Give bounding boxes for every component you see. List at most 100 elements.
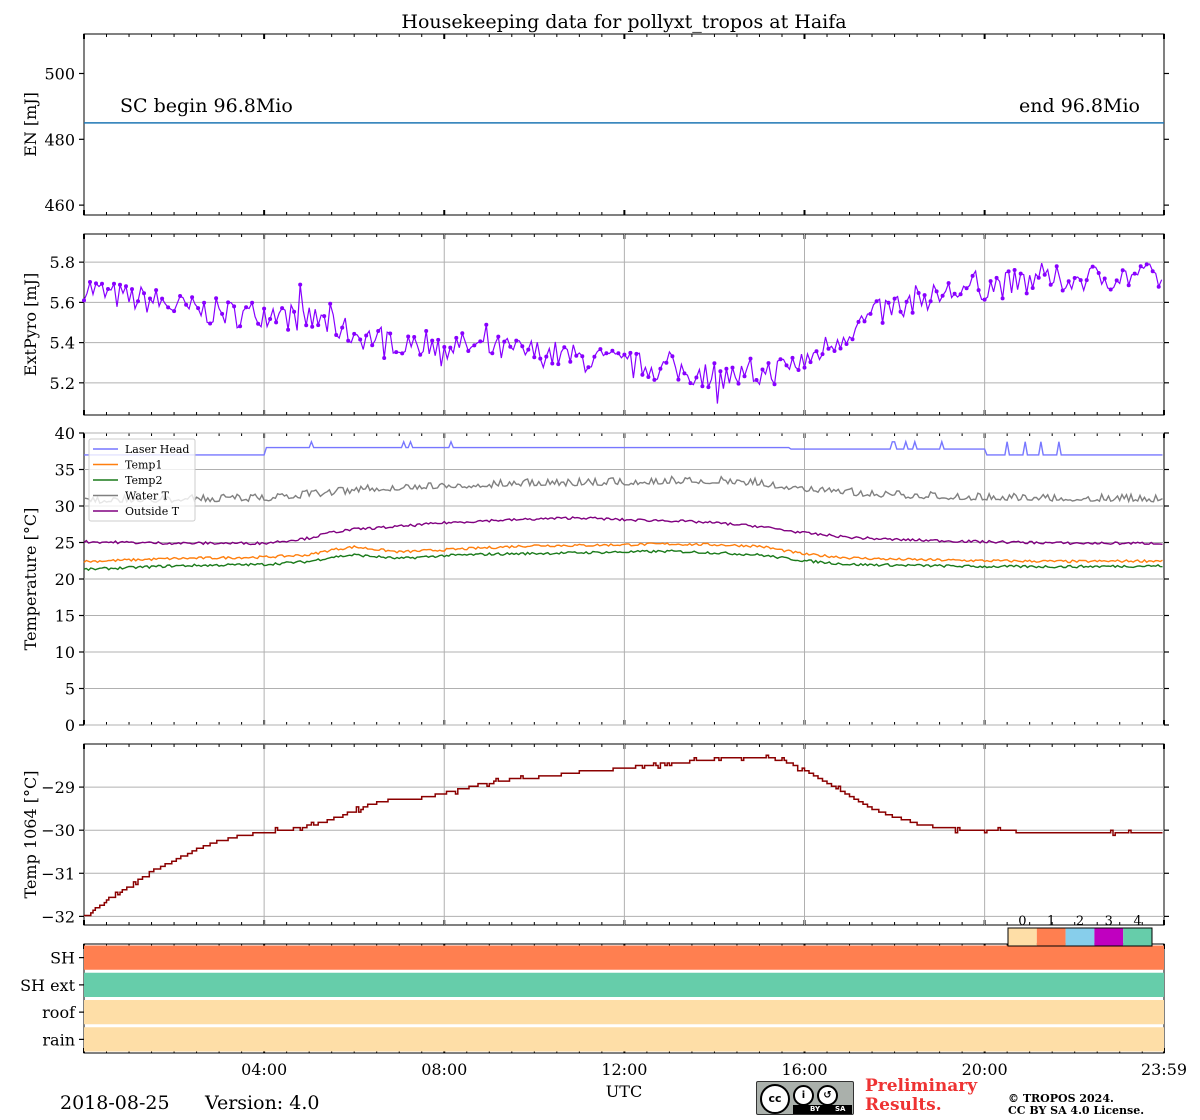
extpyro-marker xyxy=(988,279,993,284)
extpyro-marker xyxy=(610,348,615,353)
extpyro-marker xyxy=(94,281,98,286)
annotation-sc-begin: SC begin 96.8Mio xyxy=(120,95,293,117)
y-tick-label: 15 xyxy=(55,607,75,626)
extpyro-marker xyxy=(940,293,945,298)
legend-label: Laser Head xyxy=(125,443,189,456)
license-strip: BY SA xyxy=(793,1105,852,1114)
extpyro-marker xyxy=(616,351,621,356)
extpyro-marker xyxy=(130,287,134,292)
extpyro-marker xyxy=(376,329,381,333)
license-by-label: BY xyxy=(810,1105,821,1113)
y-tick-label: 5.8 xyxy=(50,253,75,272)
extpyro-marker xyxy=(1048,282,1053,287)
series-temp2 xyxy=(83,549,1163,572)
extpyro-marker xyxy=(220,311,225,316)
extpyro-marker xyxy=(502,339,507,344)
x-tick-label: 16:00 xyxy=(781,1060,827,1079)
y-tick-label: −30 xyxy=(41,821,75,840)
extpyro-marker xyxy=(844,342,849,346)
extpyro-marker xyxy=(676,377,681,382)
extpyro-marker xyxy=(448,345,453,350)
panel-status: SH SH ext roof rain 0 1 2 3 4 04:00 08:00 12:00 16:0… xyxy=(20,914,1187,1101)
license-sa-label: SA xyxy=(835,1105,846,1113)
extpyro-marker xyxy=(730,365,735,370)
y-tick-label: 10 xyxy=(55,643,75,662)
extpyro-marker xyxy=(496,334,501,339)
extpyro-marker xyxy=(838,346,843,351)
extpyro-marker xyxy=(310,324,315,329)
extpyro-marker xyxy=(910,310,915,315)
extpyro-marker xyxy=(136,299,140,304)
extpyro-marker xyxy=(868,311,873,316)
extpyro-marker xyxy=(262,306,267,311)
y-tick-label: −32 xyxy=(41,907,75,926)
extpyro-marker xyxy=(772,382,777,387)
extpyro-marker xyxy=(1072,276,1077,280)
y-tick-label: 30 xyxy=(55,497,75,516)
by-attribution-icon: i xyxy=(793,1085,814,1106)
extpyro-marker xyxy=(550,361,555,366)
annotation-end: end 96.8Mio xyxy=(1019,95,1140,117)
y-tick-label: 40 xyxy=(55,424,75,443)
extpyro-marker xyxy=(238,324,243,329)
extpyro-marker xyxy=(214,296,219,301)
extpyro-marker xyxy=(328,301,333,306)
extpyro-marker xyxy=(1012,268,1017,272)
extpyro-marker xyxy=(430,338,435,343)
extpyro-marker xyxy=(172,309,177,314)
extpyro-marker xyxy=(958,292,963,297)
extpyro-marker xyxy=(274,320,279,325)
extpyro-marker xyxy=(928,299,933,304)
y-tick-label: 20 xyxy=(55,570,75,589)
extpyro-marker xyxy=(1000,296,1005,301)
extpyro-marker xyxy=(598,347,603,352)
extpyro-marker xyxy=(934,289,939,294)
extpyro-marker xyxy=(178,294,183,298)
extpyro-marker xyxy=(490,351,495,356)
share-alike-icon: ↺ xyxy=(817,1085,838,1106)
extpyro-marker xyxy=(364,333,369,338)
colorbar-frame xyxy=(1007,927,1153,947)
colorbar-label: 1 xyxy=(1047,914,1055,929)
status-row-sh xyxy=(84,945,1164,970)
extpyro-marker xyxy=(754,378,759,382)
extpyro-marker xyxy=(892,296,897,301)
legend-box xyxy=(88,438,196,522)
colorbar-label: 4 xyxy=(1133,914,1141,929)
x-tick-label: 04:00 xyxy=(241,1060,287,1079)
y-tick-label: 5.4 xyxy=(50,334,75,353)
preliminary-line-1: Preliminary xyxy=(865,1076,978,1096)
panel-temperature: 0 5 10 15 20 25 30 35 40 Temperature [°C] Laser He… xyxy=(21,424,1169,735)
extpyro-marker xyxy=(700,384,705,389)
extpyro-marker xyxy=(520,344,525,349)
extpyro-marker xyxy=(118,282,122,287)
y-tick-label: 460 xyxy=(44,196,75,215)
extpyro-marker xyxy=(904,299,909,304)
colorbar-cell xyxy=(1094,928,1124,946)
y-axis-label: Temperature [°C] xyxy=(21,508,40,651)
extpyro-marker xyxy=(982,297,987,302)
extpyro-marker xyxy=(964,286,969,291)
colorbar-label: 3 xyxy=(1105,914,1113,929)
extpyro-marker xyxy=(148,296,152,301)
footer-date: 2018-08-25 xyxy=(60,1092,170,1114)
extpyro-marker xyxy=(880,320,885,325)
extpyro-marker xyxy=(922,293,927,298)
extpyro-marker xyxy=(208,321,213,326)
extpyro-marker xyxy=(670,354,675,359)
x-tick-label: 23:59 xyxy=(1141,1060,1187,1079)
preliminary-line-2: Results. xyxy=(865,1095,942,1115)
y-tick-label: −29 xyxy=(41,778,75,797)
extpyro-marker xyxy=(460,331,465,336)
extpyro-marker xyxy=(592,354,597,359)
extpyro-marker xyxy=(82,298,86,303)
extpyro-marker xyxy=(1096,271,1101,275)
legend-label: Outside T xyxy=(125,505,180,518)
series-laser-head xyxy=(84,439,1163,456)
extpyro-marker xyxy=(190,295,195,300)
extpyro-marker xyxy=(514,338,519,343)
extpyro-marker xyxy=(562,345,567,350)
extpyro-marker xyxy=(424,329,429,333)
